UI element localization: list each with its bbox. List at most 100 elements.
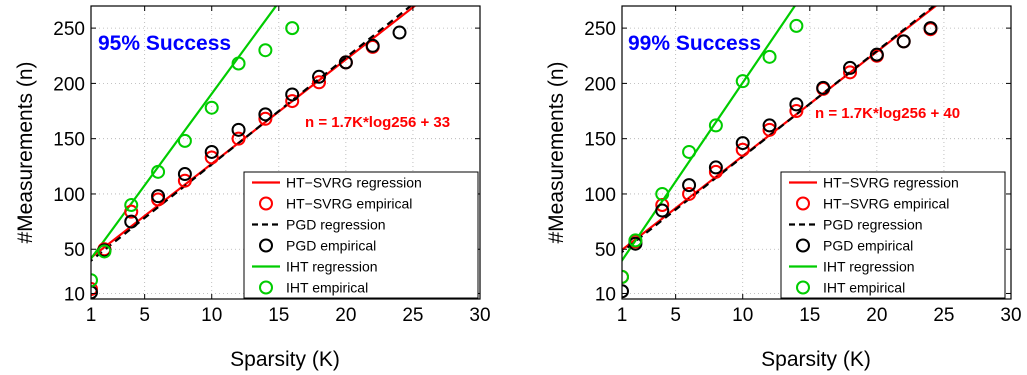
y-tick-label: 100 [584,185,616,206]
legend-marker-swatch [796,196,810,211]
empirical-point [789,104,804,119]
legend-entry-label: IHT regression [286,259,378,275]
empirical-point [655,203,670,218]
empirical-point [204,100,219,115]
empirical-point [91,285,98,299]
x-tick-label: 15 [268,305,289,326]
x-tick-label: 10 [732,305,753,326]
empirical-point [843,65,858,80]
empirical-point [843,60,858,75]
empirical-point [258,43,273,58]
empirical-point [682,144,697,159]
legend-entry-label: HT−SVRG regression [823,175,959,191]
axes-frame [621,5,1012,300]
legend-marker-swatch [796,280,810,295]
x-tick-label: 30 [1000,305,1021,326]
regression-line [622,6,797,263]
regression-line [91,6,278,261]
y-tick-label: 10 [64,284,85,305]
regression-annotation: n = 1.7K*log256 + 33 [305,114,450,131]
y-tick-label: 250 [584,19,616,40]
empirical-point [258,111,273,126]
legend: HT−SVRG regression HT−SVRG empirical PGD r… [243,171,479,299]
empirical-point [923,21,938,36]
x-tick-label: 1 [86,305,97,326]
legend-box [243,171,479,299]
empirical-point [151,189,166,204]
empirical-point [124,214,139,229]
legend-marker-swatch [796,238,810,253]
axes-frame [90,5,481,300]
empirical-point [682,186,697,201]
x-tick-label: 5 [670,305,681,326]
legend-marker-swatch [259,238,273,253]
empirical-point [735,74,750,89]
empirical-point [91,273,98,288]
empirical-point [762,49,777,64]
legend-marker-swatch [259,196,273,211]
x-tick-label: 15 [799,305,820,326]
y-axis-label: #Measurements (n) [14,61,37,243]
empirical-point [622,284,629,299]
empirical-point [177,133,192,148]
y-axis-label: #Measurements (n) [545,61,568,243]
y-tick-label: 150 [584,130,616,151]
empirical-point [204,150,219,165]
empirical-point [896,34,911,49]
legend-entry-label: HT−SVRG regression [286,175,422,191]
y-tick-label: 200 [584,74,616,95]
y-tick-label: 100 [53,185,85,206]
x-axis-label: Sparsity (K) [761,348,871,371]
legend: HT−SVRG regression HT−SVRG empirical PGD r… [780,171,1006,299]
regression-annotation: n = 1.7K*log256 + 40 [815,105,960,122]
empirical-point [177,167,192,182]
empirical-point [285,94,300,109]
legend-entry-label: HT−SVRG empirical [286,196,412,212]
empirical-point [628,233,643,248]
empirical-point [622,269,629,284]
empirical-point [231,122,246,137]
legend-entry-label: IHT empirical [286,280,368,296]
y-tick-label: 150 [53,130,85,151]
legend-entry-label: PGD regression [823,217,923,233]
x-tick-label: 20 [335,305,356,326]
empirical-point [392,25,407,40]
x-tick-label: 25 [933,305,954,326]
empirical-point [789,18,804,33]
legend-entry-label: IHT empirical [823,280,905,296]
empirical-point [789,97,804,112]
legend-entry-label: PGD empirical [823,238,913,254]
empirical-point [762,122,777,137]
empirical-point [231,56,246,71]
empirical-point [708,160,723,175]
x-tick-label: 20 [866,305,887,326]
empirical-point [762,118,777,133]
empirical-point [151,164,166,179]
empirical-point [708,164,723,179]
x-tick-label: 5 [139,305,150,326]
empirical-point [338,55,353,70]
empirical-point [655,186,670,201]
legend-box [780,171,1006,299]
legend-entry-label: PGD empirical [286,238,376,254]
empirical-point [285,87,300,102]
x-tick-label: 25 [402,305,423,326]
legend-entry-label: IHT regression [823,259,915,275]
legend-entry-label: HT−SVRG empirical [823,196,949,212]
x-tick-label: 10 [201,305,222,326]
regression-line [622,6,936,254]
empirical-point [869,47,884,62]
empirical-point [708,118,723,133]
empirical-point [816,80,831,95]
empirical-point [365,38,380,53]
empirical-point [735,136,750,151]
empirical-point [258,107,273,122]
series-group [622,6,938,299]
x-tick-label: 1 [617,305,628,326]
empirical-point [124,198,139,213]
x-axis-label: Sparsity (K) [230,348,340,371]
empirical-point [285,21,300,36]
